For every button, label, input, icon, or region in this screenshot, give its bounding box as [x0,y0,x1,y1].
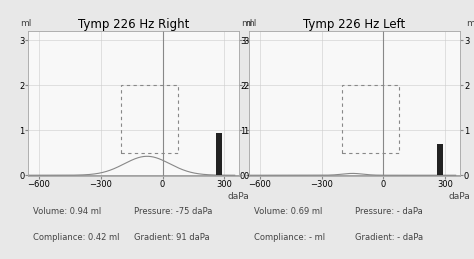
Title: Tymp 226 Hz Left: Tymp 226 Hz Left [303,18,406,31]
Bar [121,85,178,153]
Bar [216,133,222,175]
Text: Compliance: - ml: Compliance: - ml [254,233,325,242]
Text: daPa: daPa [228,192,249,201]
Text: Pressure: - daPa: Pressure: - daPa [355,207,422,216]
Text: ml: ml [20,19,31,28]
Text: daPa: daPa [448,192,470,201]
Text: Compliance: 0.42 ml: Compliance: 0.42 ml [33,233,119,242]
Title: Tymp 226 Hz Right: Tymp 226 Hz Right [78,18,189,31]
Text: Gradient: - daPa: Gradient: - daPa [355,233,423,242]
Bar [438,144,443,175]
Text: ml: ml [245,19,256,28]
Text: ml: ml [241,19,252,28]
Text: Gradient: 91 daPa: Gradient: 91 daPa [134,233,209,242]
Text: Pressure: -75 daPa: Pressure: -75 daPa [134,207,212,216]
Text: Volume: 0.94 ml: Volume: 0.94 ml [33,207,101,216]
Text: ml: ml [466,19,474,28]
Bar [342,85,399,153]
Text: Volume: 0.69 ml: Volume: 0.69 ml [254,207,322,216]
